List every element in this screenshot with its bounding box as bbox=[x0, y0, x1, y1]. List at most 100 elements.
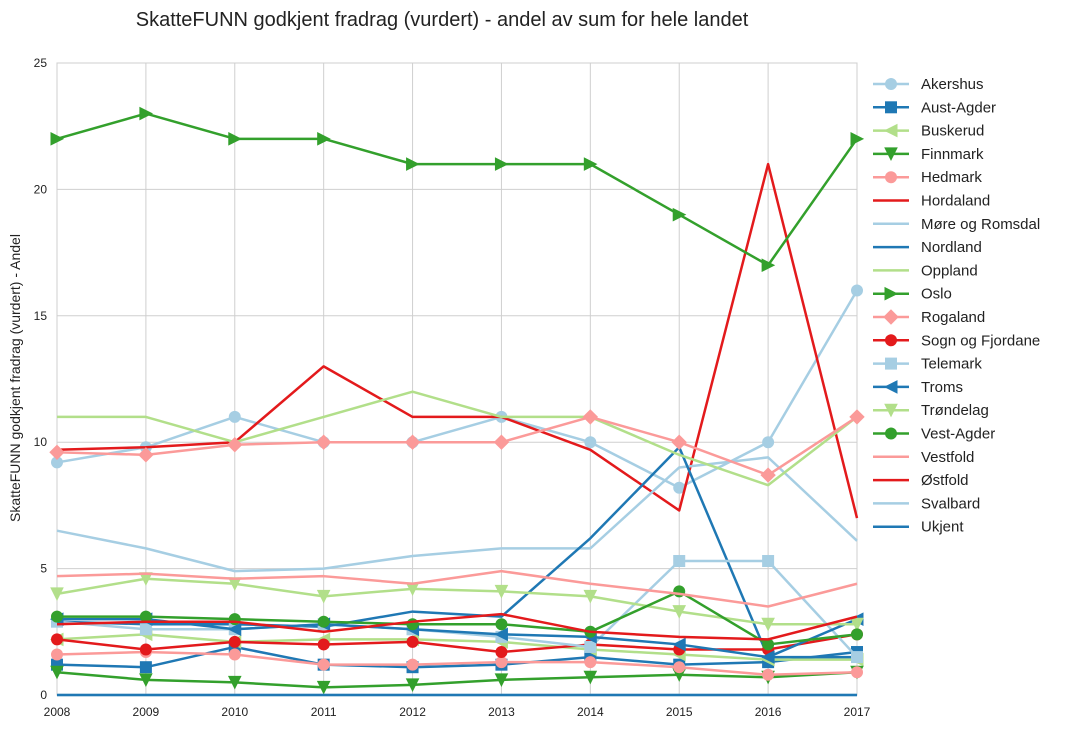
legend-label: Finnmark bbox=[921, 146, 984, 163]
y-tick-label: 10 bbox=[34, 435, 48, 449]
legend-item: Oppland bbox=[873, 262, 978, 279]
data-point bbox=[762, 668, 775, 681]
data-point bbox=[850, 132, 865, 146]
series-line bbox=[56, 671, 858, 689]
legend-label: Møre og Romsdal bbox=[921, 216, 1040, 233]
legend-label: Trøndelag bbox=[921, 402, 989, 419]
data-point bbox=[316, 589, 331, 604]
legend-label: Hordaland bbox=[921, 193, 990, 210]
series-line bbox=[56, 162, 859, 519]
x-tick-label: 2008 bbox=[44, 705, 71, 719]
legend-item: Trøndelag bbox=[873, 402, 989, 419]
data-point bbox=[583, 670, 598, 685]
legend-label: Oslo bbox=[921, 286, 952, 303]
data-point bbox=[584, 436, 597, 449]
legend-item: Akershus bbox=[873, 76, 984, 93]
legend-item: Vestfold bbox=[873, 449, 974, 466]
data-point bbox=[406, 157, 420, 171]
y-tick-label: 25 bbox=[34, 56, 48, 70]
data-point bbox=[582, 409, 599, 425]
data-point bbox=[494, 584, 509, 599]
data-point bbox=[584, 656, 597, 669]
plot-area bbox=[56, 62, 858, 696]
x-tick-label: 2009 bbox=[133, 705, 160, 719]
legend-marker bbox=[883, 380, 898, 394]
data-point bbox=[851, 628, 863, 641]
data-point bbox=[495, 618, 508, 631]
series-line bbox=[56, 112, 859, 267]
series-line bbox=[57, 390, 858, 487]
data-point bbox=[406, 635, 419, 648]
series-oslo bbox=[50, 106, 865, 273]
series-line bbox=[56, 612, 858, 641]
legend-item: Vest-Agder bbox=[873, 426, 995, 443]
plot-frame bbox=[56, 62, 858, 696]
data-point bbox=[583, 157, 598, 171]
series-østfold bbox=[56, 612, 858, 641]
data-point bbox=[228, 410, 241, 423]
x-tick-label: 2017 bbox=[844, 705, 871, 719]
legend-label: Vestfold bbox=[921, 449, 974, 466]
series-line bbox=[56, 633, 857, 661]
legend-marker bbox=[885, 101, 897, 114]
x-tick-label: 2016 bbox=[755, 705, 782, 719]
data-point bbox=[760, 467, 776, 483]
legend: Akershus Aust-Agder Buskerud Finnmark Hedmar… bbox=[873, 76, 1040, 536]
legend-marker bbox=[884, 286, 899, 301]
data-point bbox=[227, 622, 242, 637]
data-point bbox=[317, 638, 330, 651]
legend-marker bbox=[883, 123, 898, 138]
legend-item: Buskerud bbox=[873, 123, 984, 140]
legend-item: Aust-Agder bbox=[873, 99, 996, 116]
legend-label: Vest-Agder bbox=[921, 426, 995, 443]
data-point bbox=[849, 409, 865, 425]
data-point bbox=[494, 157, 509, 171]
legend-item: Finnmark bbox=[873, 146, 984, 163]
x-tick-label: 2014 bbox=[577, 705, 604, 719]
legend-label: Nordland bbox=[921, 239, 982, 256]
data-point bbox=[851, 666, 863, 679]
legend-label: Sogn og Fjordane bbox=[921, 332, 1040, 349]
data-point bbox=[850, 617, 864, 632]
legend-marker bbox=[885, 334, 897, 347]
data-point bbox=[583, 589, 598, 604]
legend-label: Aust-Agder bbox=[921, 99, 996, 116]
legend-label: Telemark bbox=[921, 356, 982, 373]
data-point bbox=[317, 658, 330, 671]
data-point bbox=[50, 587, 64, 601]
data-point bbox=[851, 651, 863, 664]
legend-marker bbox=[885, 357, 897, 370]
data-point bbox=[227, 437, 243, 453]
data-point bbox=[673, 661, 686, 674]
data-point bbox=[228, 635, 241, 648]
axis-ticks: 0 5 10 15 20 25 2008 2009 2010 2011 2012 2013 2014 20… bbox=[34, 56, 871, 719]
series-hedmark bbox=[51, 646, 863, 681]
legend-item: Troms bbox=[873, 379, 963, 396]
series-line bbox=[57, 590, 858, 646]
x-tick-label: 2013 bbox=[488, 705, 515, 719]
data-point bbox=[495, 656, 508, 669]
series-line bbox=[56, 559, 858, 658]
legend-item: Svalbard bbox=[873, 495, 980, 512]
data-point bbox=[761, 258, 776, 273]
data-point bbox=[761, 617, 775, 632]
legend-item: Hordaland bbox=[873, 193, 990, 210]
legend-marker bbox=[885, 78, 897, 90]
legend-item: Rogaland bbox=[873, 309, 985, 326]
x-tick-label: 2015 bbox=[666, 705, 693, 719]
data-point bbox=[139, 623, 152, 636]
legend-label: Rogaland bbox=[921, 309, 985, 326]
data-point bbox=[493, 434, 510, 450]
series-line bbox=[56, 569, 858, 608]
data-point bbox=[760, 650, 775, 664]
y-tick-label: 20 bbox=[34, 182, 48, 196]
series-line bbox=[56, 645, 858, 669]
series-line bbox=[56, 456, 858, 573]
legend-item: Møre og Romsdal bbox=[873, 216, 1040, 233]
legend-item: Hedmark bbox=[873, 169, 982, 186]
legend-label: Troms bbox=[921, 379, 963, 396]
data-point bbox=[495, 646, 508, 659]
data-point bbox=[672, 637, 686, 652]
legend-item: Østfold bbox=[873, 472, 969, 489]
legend-item: Oslo bbox=[873, 286, 952, 303]
